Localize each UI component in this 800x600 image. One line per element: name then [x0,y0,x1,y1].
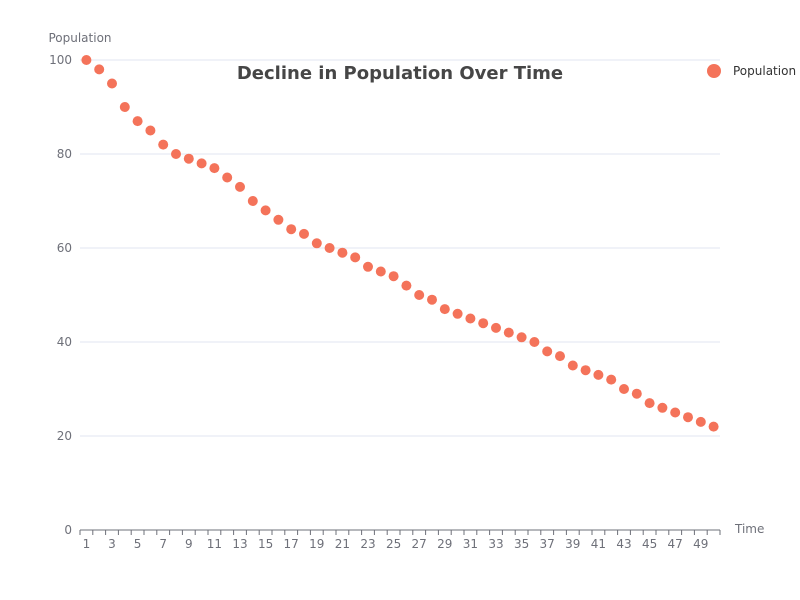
x-tick-label: 9 [185,537,193,551]
x-tick-label: 43 [616,537,631,551]
data-point[interactable] [171,149,181,159]
data-point[interactable] [81,55,92,65]
x-tick-label: 47 [668,537,683,551]
data-point[interactable] [670,407,681,418]
data-point[interactable] [401,280,412,291]
data-point[interactable] [542,346,553,357]
x-tick-label: 7 [159,537,167,551]
data-point[interactable] [683,412,693,423]
data-point[interactable] [363,261,373,272]
data-point[interactable] [529,337,540,347]
legend-label: Population [733,64,796,78]
chart-title: Decline in Population Over Time [237,63,563,84]
y-tick-label: 0 [64,523,72,537]
data-point[interactable] [183,153,194,164]
data-point[interactable] [196,158,207,169]
data-point[interactable] [452,308,463,319]
y-tick-label: 40 [57,335,72,349]
data-point[interactable] [94,64,105,75]
data-point[interactable] [555,351,565,362]
data-point[interactable] [619,384,629,394]
data-points [81,55,719,432]
data-point[interactable] [593,369,604,380]
x-tick-label: 3 [108,537,116,551]
data-point[interactable] [516,332,527,343]
y-axis-label: Population [48,31,111,45]
y-tick-label: 100 [49,53,72,67]
data-point[interactable] [580,365,591,376]
x-tick-label: 17 [284,537,299,551]
data-point[interactable] [695,416,706,427]
data-point[interactable] [708,421,719,432]
x-tick-label: 23 [360,537,375,551]
x-tick-label: 13 [232,537,247,551]
y-tick-label: 20 [57,429,72,443]
data-point[interactable] [644,398,655,409]
data-point[interactable] [337,247,348,258]
x-tick-label: 19 [309,537,324,551]
data-point[interactable] [260,205,271,216]
x-tick-label: 29 [437,537,452,551]
x-tick-label: 31 [463,537,478,551]
data-point[interactable] [427,294,437,305]
data-point[interactable] [311,238,322,249]
data-point[interactable] [299,228,309,239]
data-point[interactable] [273,214,284,225]
legend-marker-icon [707,64,721,78]
data-point[interactable] [324,243,335,253]
x-tick-label: 45 [642,537,657,551]
x-tick-label: 25 [386,537,401,551]
data-point[interactable] [439,304,450,315]
data-point[interactable] [465,313,476,324]
data-point[interactable] [375,266,386,277]
data-point[interactable] [478,318,489,329]
x-tick-label: 49 [693,537,708,551]
x-tick-label: 35 [514,537,529,551]
data-point[interactable] [119,102,130,112]
y-tick-labels: 0 20 40 60 80 100 [49,53,72,537]
gridlines [80,59,720,437]
data-point[interactable] [631,388,642,399]
data-point[interactable] [414,290,425,300]
data-point[interactable] [503,327,514,338]
x-tick-label: 11 [207,537,222,551]
data-point[interactable] [388,271,399,282]
legend[interactable]: Population [707,64,796,78]
x-tick-label: 1 [83,537,91,551]
y-tick-label: 80 [57,147,72,161]
data-point[interactable] [350,252,361,263]
data-point[interactable] [247,196,258,206]
y-tick-label: 60 [57,241,72,255]
data-point[interactable] [491,322,501,333]
data-point[interactable] [209,163,220,174]
data-point[interactable] [657,402,668,413]
data-point[interactable] [235,181,245,192]
data-point[interactable] [286,224,297,235]
data-point[interactable] [158,139,169,150]
x-axis-label: Time [734,522,764,536]
x-tick-label: 37 [540,537,555,551]
data-point[interactable] [567,360,578,371]
x-tick-label: 15 [258,537,273,551]
x-tick-label: 33 [488,537,503,551]
data-point[interactable] [107,78,117,89]
x-tick-labels: 1 3 5 7 9 11 13 15 17 19 21 23 25 27 29 31 33 35 37 39 41 43 4… [79,530,721,551]
data-point[interactable] [132,116,143,127]
x-tick-label: 21 [335,537,350,551]
x-tick-label: 39 [565,537,580,551]
data-point[interactable] [606,374,617,385]
x-tick-label: 41 [591,537,606,551]
x-tick-label: 5 [134,537,142,551]
x-tick-label: 27 [412,537,427,551]
data-point[interactable] [145,125,156,136]
data-point[interactable] [222,172,233,183]
